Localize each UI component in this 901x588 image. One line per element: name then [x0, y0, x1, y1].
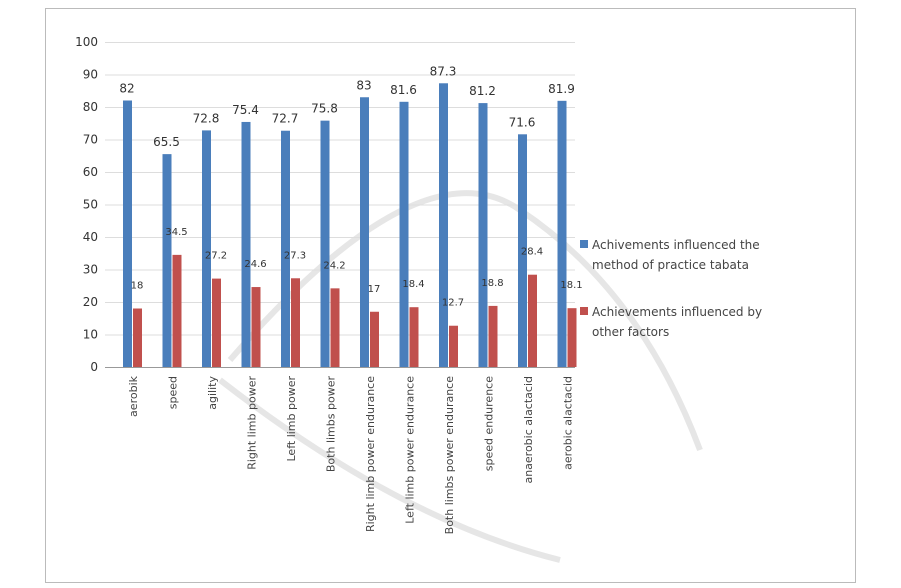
gridlines — [105, 42, 575, 368]
y-axis-ticks: 0 10 20 30 40 50 60 70 80 90 100 — [75, 35, 98, 374]
x-tick-label: speed endurence — [483, 376, 496, 471]
x-axis-labels: aerobik speed agility Right limb power Left … — [127, 375, 575, 534]
bar-series-0 — [399, 101, 409, 368]
bar-series-0 — [202, 130, 211, 367]
x-tick-label: agility — [206, 376, 219, 410]
data-label-series-0: 71.6 — [509, 115, 536, 129]
bar-series-0 — [241, 121, 251, 367]
legend-swatch-series-1 — [580, 307, 588, 315]
y-tick-label: 60 — [83, 165, 98, 179]
y-tick-label: 100 — [75, 35, 98, 49]
bar-series-1 — [370, 311, 379, 367]
legend-label-series-1-line-1: Achievements influenced by — [592, 305, 762, 319]
data-label-series-0: 81.6 — [390, 83, 417, 97]
legend-label-series-0-line-2: method of practice tabata — [592, 258, 749, 272]
bars — [123, 83, 577, 368]
bar-series-1 — [488, 305, 498, 367]
data-label-series-1: 18.4 — [402, 279, 424, 290]
x-tick-label: anaerobic alactacid — [522, 376, 535, 484]
data-label-series-0: 81.9 — [548, 82, 575, 96]
bar-series-0 — [123, 100, 132, 367]
data-label-series-1: 27.3 — [284, 250, 306, 261]
data-label-series-1: 17 — [368, 284, 381, 295]
x-tick-label: Right limb power endurance — [364, 376, 377, 532]
data-label-series-0: 82 — [119, 82, 134, 96]
data-label-series-0: 75.8 — [311, 102, 338, 116]
y-tick-label: 80 — [83, 100, 98, 114]
y-tick-label: 40 — [83, 230, 98, 244]
watermark-swoosh — [218, 377, 561, 563]
bar-series-1 — [172, 254, 182, 367]
bar-series-1 — [567, 308, 577, 367]
legend-label-series-0-line-1: Achivements influenced the — [592, 238, 760, 252]
x-tick-label: speed — [167, 376, 180, 409]
bar-series-0 — [281, 130, 290, 367]
data-label-series-0: 83 — [356, 78, 371, 92]
bar-series-0 — [557, 100, 567, 367]
data-label-series-1: 24.6 — [244, 259, 266, 270]
data-label-series-0: 72.7 — [272, 112, 299, 126]
y-tick-label: 30 — [83, 263, 98, 277]
data-label-series-0: 75.4 — [232, 103, 259, 117]
bar-series-1 — [133, 308, 142, 367]
data-label-series-0: 72.8 — [193, 111, 220, 125]
bar-series-1 — [212, 278, 221, 367]
data-label-series-0: 87.3 — [430, 64, 457, 78]
data-labels: 82 18 65.5 34.5 72.8 27.2 75.4 24.6 72.7 27.3 75.8… — [119, 64, 582, 308]
data-label-series-1: 34.5 — [165, 227, 187, 238]
x-tick-label: Left limb power endurance — [404, 376, 417, 524]
bar-series-0 — [320, 120, 330, 368]
data-label-series-0: 81.2 — [469, 84, 496, 98]
bar-series-1 — [449, 325, 458, 367]
bar-series-0 — [439, 83, 448, 368]
data-label-series-1: 18.8 — [481, 278, 503, 289]
y-tick-label: 10 — [83, 328, 98, 342]
x-tick-label: aerobik — [127, 375, 140, 417]
bar-series-1 — [251, 287, 261, 367]
data-label-series-1: 18 — [131, 281, 144, 292]
bar-series-0 — [478, 103, 488, 367]
y-tick-label: 70 — [83, 133, 98, 147]
data-label-series-1: 12.7 — [442, 298, 464, 309]
x-tick-label: Both limbs power endurance — [443, 376, 456, 535]
data-label-series-1: 28.4 — [521, 247, 543, 258]
bar-series-1 — [330, 288, 340, 367]
bar-series-1 — [528, 274, 537, 367]
y-tick-label: 0 — [90, 360, 98, 374]
x-tick-label: Both limbs power — [325, 376, 338, 473]
data-label-series-1: 18.1 — [560, 280, 582, 291]
bar-series-0 — [360, 97, 369, 367]
y-tick-label: 90 — [83, 68, 98, 82]
legend-label-series-1-line-2: other factors — [592, 325, 669, 339]
data-label-series-0: 65.5 — [153, 135, 180, 149]
bar-series-1 — [291, 278, 300, 367]
x-tick-label: aerobic alactacid — [562, 376, 575, 470]
x-tick-label: Left limb power — [285, 376, 298, 462]
data-label-series-1: 24.2 — [323, 260, 345, 271]
bar-series-1 — [409, 307, 419, 367]
data-label-series-1: 27.2 — [205, 251, 227, 262]
bar-series-0 — [518, 134, 527, 367]
bar-series-0 — [162, 154, 172, 367]
y-tick-label: 50 — [83, 198, 98, 212]
legend-swatch-series-0 — [580, 240, 588, 248]
legend: Achivements influenced the method of pra… — [580, 238, 762, 339]
x-tick-label: Right limb power — [246, 376, 259, 470]
y-tick-label: 20 — [83, 295, 98, 309]
